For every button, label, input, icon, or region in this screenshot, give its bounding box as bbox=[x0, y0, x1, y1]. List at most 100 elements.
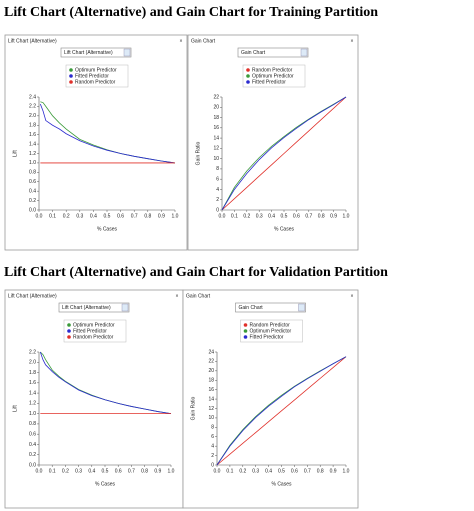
y-tick-label: 0 bbox=[211, 462, 214, 468]
close-button[interactable]: × bbox=[180, 38, 183, 44]
x-tick-label: 0.4 bbox=[268, 213, 275, 219]
x-tick-label: 0.2 bbox=[63, 213, 70, 219]
x-tick-label: 0.9 bbox=[154, 468, 161, 474]
x-tick-label: 0.2 bbox=[243, 213, 250, 219]
y-tick-label: 24 bbox=[208, 349, 214, 355]
y-tick-label: 1.8 bbox=[29, 370, 36, 376]
y-tick-label: 1.6 bbox=[29, 380, 36, 386]
x-tick-label: 0.7 bbox=[305, 213, 312, 219]
series-line bbox=[216, 356, 347, 466]
x-tick-label: 1.0 bbox=[168, 468, 175, 474]
x-tick-label: 0.7 bbox=[304, 468, 311, 474]
y-tick-label: 0.8 bbox=[29, 170, 36, 176]
legend-label: Optimum Predictor bbox=[75, 68, 117, 74]
y-tick-label: 12 bbox=[213, 146, 219, 152]
legend-label: Fitted Predictor bbox=[252, 80, 286, 86]
series-line bbox=[39, 103, 176, 164]
panel-title: Lift Chart (Alternative) bbox=[8, 293, 57, 299]
legend-swatch bbox=[246, 80, 250, 84]
legend-label: Random Predictor bbox=[73, 335, 114, 341]
y-tick-label: 2.0 bbox=[29, 113, 36, 119]
x-tick-label: 0.0 bbox=[214, 468, 221, 474]
y-tick-label: 6 bbox=[216, 177, 219, 183]
x-tick-label: 0.5 bbox=[281, 213, 288, 219]
dropdown[interactable] bbox=[237, 47, 309, 58]
x-tick-label: 0.1 bbox=[49, 213, 56, 219]
legend-label: Fitted Predictor bbox=[250, 335, 284, 341]
y-tick-label: 0.0 bbox=[29, 462, 36, 468]
x-tick-label: 0.8 bbox=[317, 468, 324, 474]
legend bbox=[240, 319, 303, 343]
dropdown-label: Lift Chart (Alternative) bbox=[64, 50, 113, 56]
legend-swatch bbox=[67, 335, 71, 339]
y-tick-label: 1.0 bbox=[29, 411, 36, 417]
y-tick-label: 20 bbox=[213, 105, 219, 111]
legend-label: Optimum Predictor bbox=[252, 74, 294, 80]
legend-swatch bbox=[246, 74, 250, 78]
y-tick-label: 16 bbox=[213, 125, 219, 131]
dropdown[interactable] bbox=[58, 302, 130, 313]
close-button[interactable]: × bbox=[351, 38, 354, 44]
dropdown-label: Gain Chart bbox=[239, 305, 264, 311]
legend-label: Random Predictor bbox=[250, 323, 291, 329]
x-tick-label: 0.5 bbox=[102, 468, 109, 474]
y-tick-label: 6 bbox=[211, 434, 214, 440]
close-button[interactable]: × bbox=[351, 293, 354, 299]
x-tick-label: 0.1 bbox=[231, 213, 238, 219]
legend-swatch bbox=[69, 74, 73, 78]
y-tick-label: 18 bbox=[213, 115, 219, 121]
y-tick-label: 0.2 bbox=[29, 198, 36, 204]
close-button[interactable]: × bbox=[176, 293, 179, 299]
x-tick-label: 1.0 bbox=[343, 468, 350, 474]
y-tick-label: 8 bbox=[216, 166, 219, 172]
x-tick-label: 0.9 bbox=[158, 213, 165, 219]
series-line bbox=[221, 96, 347, 211]
y-axis-label: Gain Ratio bbox=[190, 396, 196, 420]
dropdown-arrow bbox=[298, 303, 305, 312]
legend-swatch bbox=[67, 329, 71, 333]
y-tick-label: 4 bbox=[211, 443, 214, 449]
legend bbox=[63, 319, 127, 343]
y-tick-label: 10 bbox=[213, 156, 219, 162]
legend-label: Fitted Predictor bbox=[73, 329, 107, 335]
x-tick-label: 0.8 bbox=[144, 213, 151, 219]
y-tick-label: 0.6 bbox=[29, 432, 36, 438]
x-tick-label: 0.6 bbox=[291, 468, 298, 474]
legend-swatch bbox=[243, 335, 248, 339]
panel-title: Gain Chart bbox=[186, 293, 211, 299]
x-tick-label: 1.0 bbox=[172, 213, 179, 219]
y-tick-label: 2 bbox=[211, 453, 214, 459]
dropdown[interactable] bbox=[60, 47, 132, 58]
x-axis-label: % Cases bbox=[271, 481, 292, 487]
x-tick-label: 1.0 bbox=[343, 213, 350, 219]
y-tick-label: 1.4 bbox=[29, 141, 36, 147]
x-axis-label: % Cases bbox=[97, 226, 118, 232]
x-tick-label: 0.1 bbox=[226, 468, 233, 474]
y-tick-label: 2 bbox=[216, 197, 219, 203]
y-tick-label: 20 bbox=[208, 368, 214, 374]
x-tick-label: 0.3 bbox=[75, 468, 82, 474]
legend-label: Optimum Predictor bbox=[73, 323, 115, 329]
legend-swatch bbox=[243, 323, 248, 327]
legend-swatch bbox=[246, 68, 250, 72]
y-tick-label: 0.4 bbox=[29, 442, 36, 448]
dropdown-arrow bbox=[300, 48, 308, 57]
y-tick-label: 0.8 bbox=[29, 421, 36, 427]
y-axis-label: Lift bbox=[12, 405, 18, 412]
x-tick-label: 0.3 bbox=[76, 213, 83, 219]
x-tick-label: 0.4 bbox=[88, 468, 95, 474]
y-tick-label: 22 bbox=[213, 94, 219, 100]
y-tick-label: 2.2 bbox=[29, 104, 36, 110]
x-tick-label: 0.5 bbox=[278, 468, 285, 474]
dropdown-arrow bbox=[123, 48, 131, 57]
x-tick-label: 0.7 bbox=[131, 213, 138, 219]
y-tick-label: 16 bbox=[208, 387, 214, 393]
dropdown[interactable] bbox=[235, 302, 306, 313]
legend-label: Optimum Predictor bbox=[250, 329, 292, 335]
x-tick-label: 0.2 bbox=[239, 468, 246, 474]
y-tick-label: 18 bbox=[208, 378, 214, 384]
legend bbox=[242, 64, 306, 88]
x-tick-label: 0.9 bbox=[330, 468, 337, 474]
x-tick-label: 0.1 bbox=[49, 468, 56, 474]
